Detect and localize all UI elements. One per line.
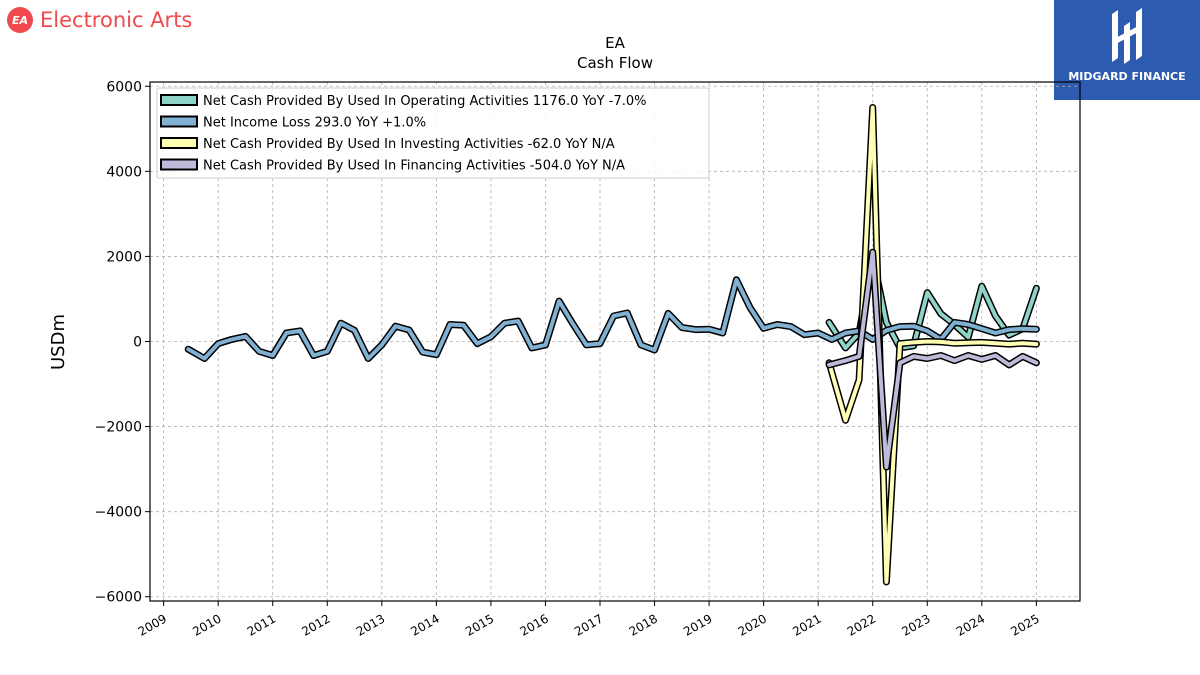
y-tick-label: 4000 (106, 164, 142, 180)
series-layer (184, 104, 1040, 586)
legend-box (156, 87, 710, 179)
x-tick-label: 2014 (408, 611, 441, 638)
series-line-3 (827, 250, 1039, 469)
y-tick-label: 6000 (106, 79, 142, 95)
y-tick-label: 0 (133, 335, 142, 351)
svg-text:EA: EA (12, 14, 28, 27)
x-tick-label: 2010 (190, 611, 223, 638)
brand-header: EA Electronic Arts (6, 6, 192, 34)
legend-swatch (160, 94, 198, 106)
y-tick-label: −6000 (95, 590, 142, 606)
y-tick-label: −2000 (95, 420, 142, 436)
partner-name: MIDGARD FINANCE (1068, 70, 1185, 83)
chart-subtitle: Cash Flow (577, 54, 653, 72)
x-tick-label: 2020 (736, 611, 769, 638)
partner-logo: MIDGARD FINANCE (1054, 0, 1200, 100)
x-tick-label: 2021 (790, 611, 823, 638)
x-tick-label: 2012 (299, 611, 332, 638)
y-tick-label: −4000 (95, 505, 142, 521)
legend-swatch (160, 115, 198, 128)
x-axis: 2009 2010 2011 2012 2013 2014 2015 2016 2017 2018… (136, 601, 1042, 639)
legend-swatch (160, 158, 198, 171)
x-tick-label: 2017 (572, 611, 605, 638)
x-tick-label: 2022 (845, 611, 878, 638)
chart-title: EA (605, 34, 625, 52)
legend-label: Net Cash Provided By Used In Financing A… (203, 159, 625, 174)
x-tick-label: 2009 (136, 611, 169, 638)
y-axis-label: USDm (48, 314, 69, 370)
ea-logo-icon: EA (7, 7, 33, 33)
legend-label: Net Cash Provided By Used In Investing A… (203, 137, 615, 152)
legend: Net Cash Provided By Used In Operating A… (156, 87, 710, 179)
x-tick-label: 2024 (954, 611, 987, 638)
x-tick-label: 2016 (518, 611, 551, 638)
x-tick-label: 2018 (627, 611, 660, 638)
x-tick-label: 2013 (354, 611, 387, 638)
x-tick-label: 2023 (899, 611, 932, 638)
midgard-mark-icon (1112, 8, 1142, 64)
brand-name: Electronic Arts (40, 8, 193, 32)
legend-swatch (160, 137, 198, 149)
legend-label: Net Income Loss 293.0 YoY +1.0% (203, 116, 426, 131)
x-tick-label: 2015 (463, 611, 496, 638)
series-line-1 (186, 277, 1039, 361)
y-axis: −6000 −4000 −2000 0 2000 4000 6000 (95, 79, 150, 606)
y-tick-label: 2000 (106, 249, 142, 265)
x-tick-label: 2011 (245, 611, 278, 638)
x-tick-label: 2019 (681, 611, 714, 638)
series-line-2 (827, 105, 1039, 584)
series-outline-3 (825, 248, 1040, 471)
legend-label: Net Cash Provided By Used In Operating A… (203, 94, 646, 109)
x-tick-label: 2025 (1008, 611, 1041, 638)
